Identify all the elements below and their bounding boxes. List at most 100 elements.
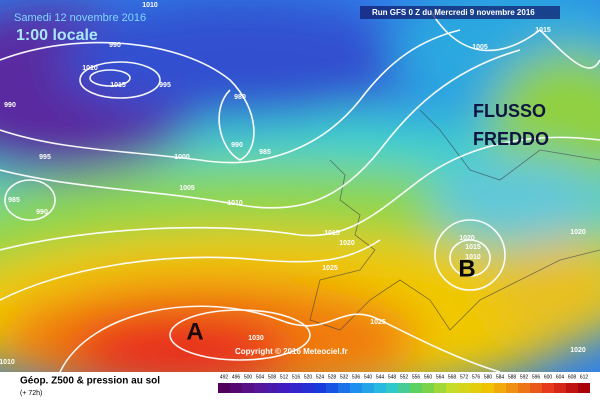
- scale-swatch: [446, 383, 458, 393]
- isobar-labels: 1010 990 1010 1015 995 990 995 985 990 980 990 985 1…: [0, 2, 586, 366]
- scale-label: 612: [580, 374, 589, 380]
- scale-swatch: [434, 383, 446, 393]
- isobar-label: 995: [159, 82, 171, 89]
- isobar-label: 1025: [322, 265, 338, 272]
- scale-swatch: [338, 383, 350, 393]
- isobar-label: 990: [36, 209, 48, 216]
- isobar-label: 1015: [324, 230, 340, 237]
- scale-swatch: [398, 383, 410, 393]
- scale-label: 596: [532, 374, 541, 380]
- scale-label: 520: [304, 374, 313, 380]
- isobar-label: 1020: [570, 347, 586, 354]
- scale-swatch: [218, 383, 230, 393]
- scale-swatch: [230, 383, 242, 393]
- scale-swatch: [566, 383, 578, 393]
- isobar-label: 1010: [142, 2, 158, 9]
- scale-swatch: [470, 383, 482, 393]
- isobar-label: 1000: [174, 154, 190, 161]
- low-pressure: B: [458, 255, 475, 282]
- scale-swatch: [386, 383, 398, 393]
- scale-label: 608: [568, 374, 577, 380]
- scale-swatch: [314, 383, 326, 393]
- scale-label: 580: [484, 374, 493, 380]
- scale-label: 588: [508, 374, 517, 380]
- isobar-label: 995: [39, 154, 51, 161]
- scale-label: 568: [448, 374, 457, 380]
- scale-swatch: [518, 383, 530, 393]
- scale-label: 532: [340, 374, 349, 380]
- annotation: FLUSSO: [473, 101, 546, 121]
- scale-label: 604: [556, 374, 565, 380]
- scale-label: 512: [280, 374, 289, 380]
- scale-swatch: [578, 383, 590, 393]
- isobar-label: 1020: [339, 240, 355, 247]
- scale-swatch: [254, 383, 266, 393]
- scale-swatch: [350, 383, 362, 393]
- annotation: FREDDO: [473, 129, 549, 149]
- isobar-label: 980: [234, 94, 246, 101]
- isobar-label: 1010: [227, 200, 243, 207]
- copyright: Copyright © 2016 Meteociel.fr: [235, 347, 348, 356]
- scale-label: 600: [544, 374, 553, 380]
- isobar-label: 1030: [248, 335, 264, 342]
- isobar-label: 985: [8, 197, 20, 204]
- scale-label: 496: [232, 374, 241, 380]
- scale-swatch: [554, 383, 566, 393]
- scale-label: 544: [376, 374, 385, 380]
- isobar-label: 990: [231, 142, 243, 149]
- scale-label: 528: [328, 374, 337, 380]
- date: Samedi 12 novembre 2016: [14, 12, 146, 24]
- scale-label: 592: [520, 374, 529, 380]
- scale-swatch: [266, 383, 278, 393]
- scale-swatch: [422, 383, 434, 393]
- scale-swatch: [506, 383, 518, 393]
- scale-label: 504: [256, 374, 265, 380]
- color-scale: 492 496 500 504 508 512 516 520 524 528 532 536 540 5…: [218, 374, 590, 393]
- scale-swatch: [494, 383, 506, 393]
- scale-label: 524: [316, 374, 325, 380]
- scale-label: 516: [292, 374, 301, 380]
- scale-label: 508: [268, 374, 277, 380]
- time: 1:00 locale: [16, 27, 98, 44]
- scale-swatch: [410, 383, 422, 393]
- high-pressure: A: [186, 318, 203, 345]
- scale-label: 556: [412, 374, 421, 380]
- scale-swatch: [326, 383, 338, 393]
- scale-label: 540: [364, 374, 373, 380]
- scale-label: 500: [244, 374, 253, 380]
- scale-label: 536: [352, 374, 361, 380]
- scale-swatch: [302, 383, 314, 393]
- scale-label: 492: [220, 374, 229, 380]
- isobar-label: 1015: [110, 82, 126, 89]
- isobar-label: 1005: [472, 44, 488, 51]
- isobar-label: 1005: [179, 185, 195, 192]
- scale-label: 572: [460, 374, 469, 380]
- scale-label: 564: [436, 374, 445, 380]
- isobar-label: 1010: [82, 65, 98, 72]
- scale-swatch: [374, 383, 386, 393]
- scale-label: 552: [400, 374, 409, 380]
- scale-label: 584: [496, 374, 505, 380]
- isobar-label: 990: [109, 42, 121, 49]
- scale-swatch: [542, 383, 554, 393]
- isobar-label: 1015: [535, 27, 551, 34]
- legend-subtitle: (+ 72h): [20, 390, 42, 397]
- isobar-label: 1015: [465, 244, 481, 251]
- scale-swatch: [290, 383, 302, 393]
- scale-label: 576: [472, 374, 481, 380]
- legend-title: Géop. Z500 & pression au sol: [20, 376, 160, 387]
- scale-swatch: [482, 383, 494, 393]
- isobar-label: 990: [4, 102, 16, 109]
- run-info: Run GFS 0 Z du Mercredi 9 novembre 2016: [372, 8, 535, 17]
- isobar-label: 1020: [459, 235, 475, 242]
- scale-label: 548: [388, 374, 397, 380]
- isobar-label: 1025: [370, 319, 386, 326]
- scale-swatch: [530, 383, 542, 393]
- scale-swatch: [362, 383, 374, 393]
- scale-swatch: [242, 383, 254, 393]
- scale-swatch: [278, 383, 290, 393]
- isobar-label: 1010: [0, 359, 15, 366]
- isobar-label: 1010: [465, 254, 481, 261]
